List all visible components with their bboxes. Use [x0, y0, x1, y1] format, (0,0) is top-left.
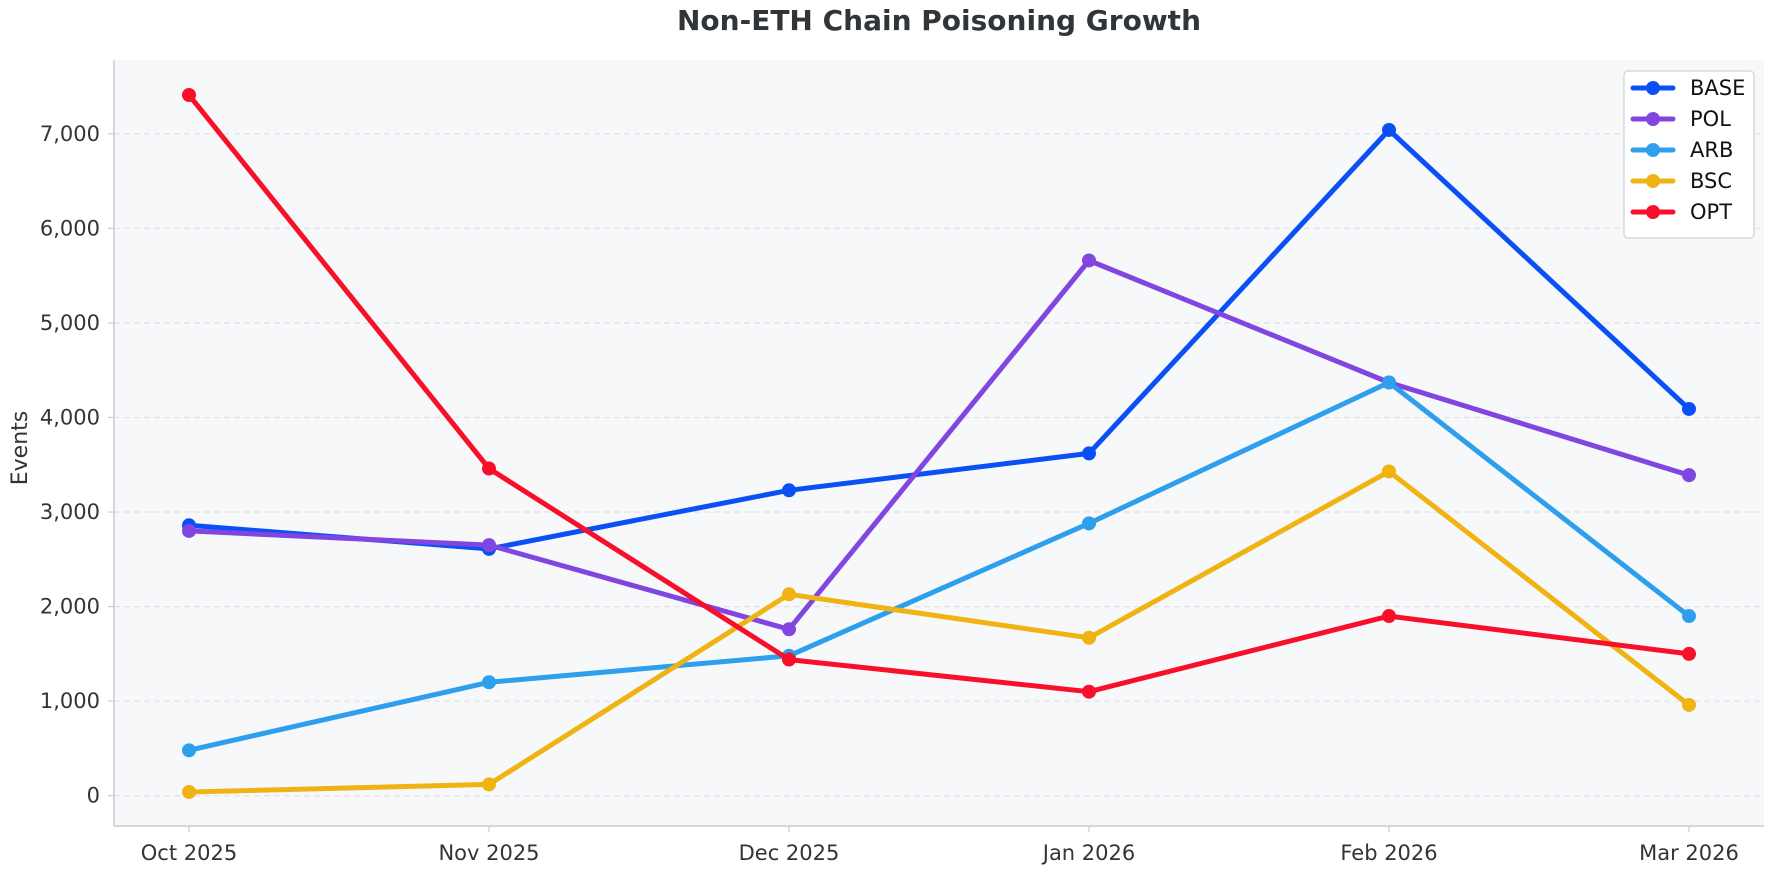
x-tick-label: Feb 2026: [1340, 841, 1437, 865]
legend-item-pol: POL: [1630, 107, 1731, 131]
y-tick-label: 0: [87, 784, 100, 808]
data-point-pol: [1082, 253, 1096, 268]
data-point-opt: [482, 461, 496, 476]
legend-box: [1623, 70, 1755, 239]
legend-label: POL: [1690, 107, 1731, 131]
data-point-bsc: [182, 784, 196, 799]
y-tick-label: 1,000: [40, 689, 100, 713]
y-tick-label: 5,000: [40, 311, 100, 335]
legend-item-arb: ARB: [1630, 138, 1733, 162]
legend-item-base: BASE: [1630, 76, 1745, 100]
data-point-base: [1082, 446, 1096, 461]
axes: 0 1,000 2,000 3,000 4,000 5,000 6,000 7,000 Oct …: [40, 60, 1764, 865]
gridlines: [114, 133, 1764, 797]
data-point-pol: [782, 622, 796, 637]
data-point-base: [1682, 401, 1696, 416]
y-tick-label: 3,000: [40, 500, 100, 524]
data-point-bsc: [482, 777, 496, 792]
y-axis-title: Events: [8, 411, 33, 486]
legend-swatch-marker: [1646, 143, 1660, 157]
y-tick-label: 7,000: [40, 122, 100, 146]
legend-label: BASE: [1690, 76, 1745, 100]
data-point-arb: [182, 743, 196, 758]
legend-label: BSC: [1690, 169, 1732, 193]
legend-swatch-marker: [1646, 81, 1660, 95]
data-point-pol: [482, 538, 496, 553]
x-tick-label: Mar 2026: [1639, 841, 1739, 865]
series-line-pol: [186, 258, 1692, 632]
legend-item-bsc: BSC: [1630, 169, 1732, 193]
x-tick-label: Dec 2025: [739, 841, 840, 865]
data-point-arb: [1382, 375, 1396, 390]
data-point-base: [1382, 122, 1396, 137]
data-point-opt: [782, 652, 796, 667]
legend: BASE POL ARB BSC OPT: [1623, 70, 1755, 239]
data-point-opt: [1382, 609, 1396, 624]
series-line-bsc: [186, 468, 1692, 795]
data-point-base: [782, 483, 796, 498]
data-point-pol: [182, 523, 196, 538]
data-point-opt: [1682, 646, 1696, 661]
x-tick-label: Oct 2025: [141, 841, 237, 865]
data-point-bsc: [1382, 464, 1396, 479]
legend-swatch-marker: [1646, 112, 1660, 126]
data-point-bsc: [1082, 630, 1096, 645]
y-tick-label: 6,000: [40, 216, 100, 240]
legend-label: OPT: [1690, 200, 1732, 224]
legend-swatch-marker: [1646, 205, 1660, 219]
data-point-opt: [1082, 684, 1096, 699]
data-point-bsc: [782, 587, 796, 602]
data-point-bsc: [1682, 697, 1696, 712]
data-point-arb: [1082, 516, 1096, 531]
series-lines: [182, 87, 1696, 799]
legend-item-opt: OPT: [1630, 200, 1732, 224]
series-opt: [182, 87, 1696, 699]
legend-label: ARB: [1690, 138, 1733, 162]
data-point-arb: [1682, 609, 1696, 624]
series-bsc: [182, 464, 1696, 799]
chart-title: Non-ETH Chain Poisoning Growth: [677, 4, 1201, 37]
series-line-opt: [186, 92, 1692, 695]
legend-swatch-marker: [1646, 174, 1660, 188]
series-line-arb: [186, 380, 1692, 753]
data-point-arb: [482, 675, 496, 690]
y-tick-label: 2,000: [40, 595, 100, 619]
x-tick-label: Jan 2026: [1041, 841, 1136, 865]
x-tick-label: Nov 2025: [438, 841, 539, 865]
y-tick-label: 4,000: [40, 405, 100, 429]
data-point-opt: [182, 87, 196, 102]
data-point-pol: [1682, 468, 1696, 483]
